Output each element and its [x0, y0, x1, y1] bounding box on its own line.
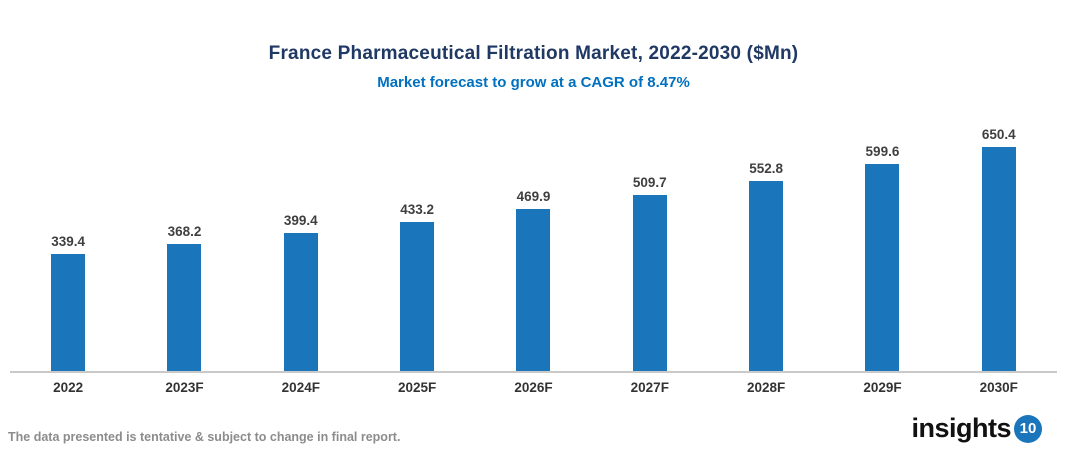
bar-column: 650.4 — [941, 105, 1057, 371]
bar-column: 368.2 — [126, 105, 242, 371]
bar-column: 339.4 — [10, 105, 126, 371]
bar-value-label: 599.6 — [865, 144, 900, 159]
bar-column: 399.4 — [243, 105, 359, 371]
bar-value-label: 469.9 — [516, 189, 551, 204]
logo-text: insights — [911, 413, 1011, 443]
bar-column: 552.8 — [708, 105, 824, 371]
bar[interactable] — [516, 209, 551, 371]
chart-subtitle: Market forecast to grow at a CAGR of 8.4… — [377, 74, 690, 91]
bar-chart: 339.4 368.2 399.4 433.2 469.9 509.7 552.8 599.6… — [10, 105, 1057, 395]
chart-title: France Pharmaceutical Filtration Market,… — [268, 43, 799, 64]
bar[interactable] — [283, 233, 318, 371]
bar-value-label: 368.2 — [167, 224, 202, 239]
x-axis-tick-label: 2029F — [863, 380, 902, 395]
x-axis-tick-label: 2025F — [398, 380, 437, 395]
footer-disclaimer: The data presented is tentative & subjec… — [8, 430, 401, 444]
bar-value-label: 650.4 — [981, 127, 1016, 142]
bar[interactable] — [749, 181, 784, 371]
chart-header: France Pharmaceutical Filtration Market,… — [0, 0, 1067, 91]
bar-value-label: 552.8 — [749, 161, 784, 176]
bar[interactable] — [167, 244, 202, 371]
insights10-logo: insights 10 — [911, 413, 1042, 444]
plot-area: 339.4 368.2 399.4 433.2 469.9 509.7 552.8 599.6… — [10, 105, 1057, 373]
bar[interactable] — [865, 164, 900, 371]
x-axis-tick-label: 2030F — [979, 380, 1018, 395]
bar[interactable] — [51, 254, 86, 371]
bar-value-label: 509.7 — [632, 175, 667, 190]
bar-column: 433.2 — [359, 105, 475, 371]
bar-value-label: 339.4 — [51, 234, 86, 249]
x-axis-tick-label: 2026F — [514, 380, 553, 395]
x-axis-tick-label: 2022 — [53, 380, 84, 395]
logo-badge-10: 10 — [1014, 414, 1042, 443]
bar-value-label: 399.4 — [283, 213, 318, 228]
x-axis-tick-label: 2027F — [630, 380, 669, 395]
bar[interactable] — [400, 222, 435, 371]
bar-value-label: 433.2 — [400, 202, 435, 217]
x-axis-tick-label: 2028F — [746, 380, 786, 395]
x-axis-tick-label: 2024F — [281, 380, 320, 395]
x-axis-labels: 2022 2023F 2024F 2025F 2026F 2027F 2028F 2029F 2… — [10, 373, 1057, 395]
bar-column: 599.6 — [824, 105, 940, 371]
x-axis-tick-label: 2023F — [165, 380, 204, 395]
bar[interactable] — [981, 147, 1016, 371]
bar-column: 509.7 — [592, 105, 708, 371]
bar-column: 469.9 — [475, 105, 591, 371]
bar[interactable] — [632, 195, 667, 371]
